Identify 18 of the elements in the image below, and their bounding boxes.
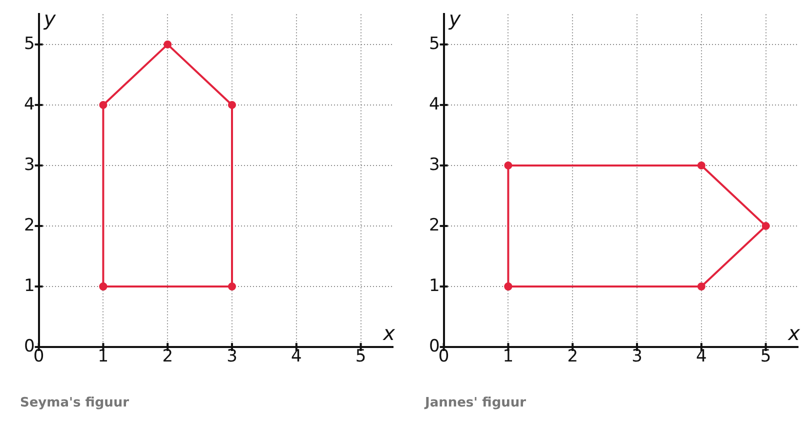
text: Jannes' figuur [424,396,527,411]
x-axis-title: x [382,321,396,346]
y-axis-title: y [42,6,57,30]
x-axis-title: x [787,321,800,346]
y-axis-title: y [448,6,462,30]
y-tick-label: 2 [428,215,440,236]
y-tick-label: 2 [24,215,35,236]
text: Seyma's figuur [20,396,130,411]
y-tick-label: 3 [24,154,35,175]
y-tick-label: 1 [24,276,35,296]
y-tick-label: 5 [428,34,440,54]
y-tick-label: 5 [24,34,35,54]
y-tick-label: 1 [428,276,440,296]
y-tick-label: 4 [24,94,35,114]
y-tick-label: 3 [428,154,440,175]
y-tick-label: 4 [428,94,440,114]
x-tick-label: 4 [696,346,707,367]
x-tick-label: 4 [290,346,302,367]
